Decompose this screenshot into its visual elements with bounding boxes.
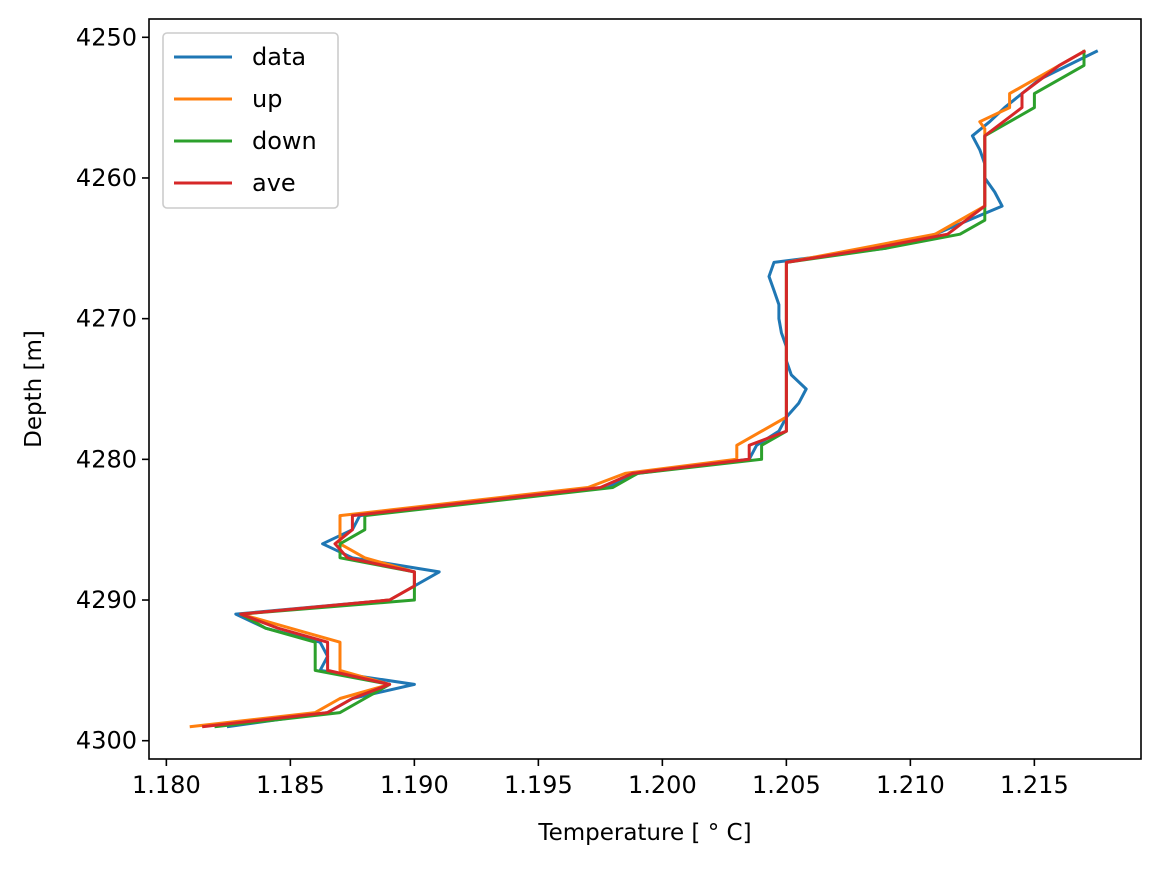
y-axis-label: Depth [m] [21,330,47,448]
legend-box [162,32,339,209]
series-line-ave [201,49,1087,729]
y-tick-label: 4260 [76,164,137,192]
legend: data up down ave [162,32,339,209]
series-layer [189,49,1099,729]
x-tick-label: 1.185 [256,771,325,799]
x-tick-label: 1.195 [504,771,573,799]
x-tick-label: 1.200 [628,771,697,799]
y-axis: 4250 4260 4270 4280 4290 4300 [76,23,149,755]
legend-label-up: up [252,85,282,113]
legend-label-ave: ave [252,169,296,197]
x-tick-label: 1.190 [380,771,449,799]
y-tick-label: 4300 [76,727,137,755]
x-axis: 1.180 1.185 1.190 1.195 1.200 1.205 1.210 1.215 [132,759,1069,799]
plot-frame [148,18,1142,760]
legend-label-data: data [252,43,306,71]
x-tick-label: 1.205 [752,771,821,799]
x-tick-label: 1.180 [132,771,201,799]
y-tick-label: 4270 [76,305,137,333]
y-tick-label: 4280 [76,445,137,473]
y-tick-label: 4290 [76,586,137,614]
y-tick-label: 4250 [76,23,137,51]
legend-label-down: down [252,127,317,155]
x-tick-label: 1.210 [876,771,945,799]
x-tick-label: 1.215 [1000,771,1069,799]
x-axis-label: Temperature [ ° C] [537,820,751,846]
